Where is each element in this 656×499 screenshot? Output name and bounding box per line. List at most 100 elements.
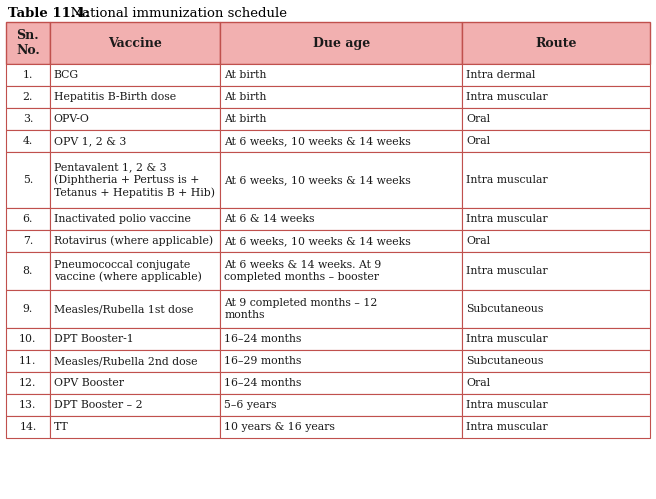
Bar (6, 208, 50, 230)
Text: Subcutaneous: Subcutaneous (466, 304, 543, 314)
Text: 7.: 7. (23, 236, 33, 246)
Text: Hepatitis B-Birth dose: Hepatitis B-Birth dose (54, 92, 176, 102)
Bar (50, 394, 220, 416)
Bar (462, 328, 650, 350)
Text: 10.: 10. (19, 334, 37, 344)
Bar (6, 290, 50, 328)
Text: 1.: 1. (23, 70, 33, 80)
Text: National immunization schedule: National immunization schedule (62, 6, 287, 19)
Text: Oral: Oral (466, 114, 490, 124)
Bar (6, 416, 50, 438)
Text: Sn.
No.: Sn. No. (16, 29, 40, 57)
Text: 8.: 8. (23, 266, 33, 276)
Text: Intra muscular: Intra muscular (466, 334, 548, 344)
Bar (462, 416, 650, 438)
Text: At birth: At birth (224, 92, 267, 102)
Text: At 6 & 14 weeks: At 6 & 14 weeks (224, 214, 315, 224)
Bar (50, 208, 220, 230)
Text: TT: TT (54, 422, 68, 432)
Bar (50, 152, 220, 208)
Text: At 9 completed months – 12
months: At 9 completed months – 12 months (224, 298, 378, 320)
Text: Intra muscular: Intra muscular (466, 400, 548, 410)
Bar (6, 22, 50, 64)
Bar (50, 64, 220, 86)
Bar (462, 252, 650, 290)
Text: Intra muscular: Intra muscular (466, 92, 548, 102)
Bar (462, 108, 650, 130)
Bar (6, 130, 50, 152)
Text: At birth: At birth (224, 114, 267, 124)
Text: 4.: 4. (23, 136, 33, 146)
Text: Route: Route (535, 36, 577, 49)
Text: DPT Booster – 2: DPT Booster – 2 (54, 400, 142, 410)
Bar (6, 328, 50, 350)
Text: Intra muscular: Intra muscular (466, 266, 548, 276)
Bar (50, 108, 220, 130)
Text: 16–24 months: 16–24 months (224, 378, 302, 388)
Bar (50, 130, 220, 152)
Text: DPT Booster-1: DPT Booster-1 (54, 334, 134, 344)
Text: 10 years & 16 years: 10 years & 16 years (224, 422, 335, 432)
Bar (220, 350, 462, 372)
Text: 5.: 5. (23, 175, 33, 185)
Text: 3.: 3. (23, 114, 33, 124)
Text: 6.: 6. (23, 214, 33, 224)
Bar (220, 252, 462, 290)
Text: Oral: Oral (466, 136, 490, 146)
Text: At 6 weeks & 14 weeks. At 9
completed months – booster: At 6 weeks & 14 weeks. At 9 completed mo… (224, 260, 382, 282)
Bar (220, 394, 462, 416)
Text: Measles/Rubella 2nd dose: Measles/Rubella 2nd dose (54, 356, 197, 366)
Bar (6, 394, 50, 416)
Bar (462, 230, 650, 252)
Text: Due age: Due age (312, 36, 370, 49)
Text: Rotavirus (where applicable): Rotavirus (where applicable) (54, 236, 213, 247)
Text: At 6 weeks, 10 weeks & 14 weeks: At 6 weeks, 10 weeks & 14 weeks (224, 175, 411, 185)
Text: OPV 1, 2 & 3: OPV 1, 2 & 3 (54, 136, 126, 146)
Text: Oral: Oral (466, 378, 490, 388)
Text: At 6 weeks, 10 weeks & 14 weeks: At 6 weeks, 10 weeks & 14 weeks (224, 136, 411, 146)
Bar (50, 372, 220, 394)
Bar (220, 108, 462, 130)
Text: 16–29 months: 16–29 months (224, 356, 302, 366)
Bar (462, 152, 650, 208)
Bar (220, 290, 462, 328)
Text: Pneumococcal conjugate
vaccine (where applicable): Pneumococcal conjugate vaccine (where ap… (54, 259, 201, 282)
Bar (6, 350, 50, 372)
Text: Pentavalent 1, 2 & 3
(Diphtheria + Pertuss is +
Tetanus + Hepatitis B + Hib): Pentavalent 1, 2 & 3 (Diphtheria + Pertu… (54, 162, 215, 198)
Bar (220, 372, 462, 394)
Bar (6, 64, 50, 86)
Bar (462, 86, 650, 108)
Bar (6, 252, 50, 290)
Bar (50, 86, 220, 108)
Bar (462, 208, 650, 230)
Bar (462, 372, 650, 394)
Text: Vaccine: Vaccine (108, 36, 162, 49)
Bar (220, 230, 462, 252)
Bar (462, 290, 650, 328)
Text: Table 11.4:: Table 11.4: (8, 6, 90, 19)
Bar (462, 64, 650, 86)
Text: BCG: BCG (54, 70, 79, 80)
Text: OPV Booster: OPV Booster (54, 378, 124, 388)
Bar (6, 86, 50, 108)
Bar (50, 22, 220, 64)
Text: 14.: 14. (19, 422, 37, 432)
Text: Oral: Oral (466, 236, 490, 246)
Bar (6, 152, 50, 208)
Bar (6, 230, 50, 252)
Bar (462, 394, 650, 416)
Text: 11.: 11. (19, 356, 37, 366)
Bar (220, 416, 462, 438)
Bar (50, 416, 220, 438)
Bar (462, 22, 650, 64)
Text: Intra dermal: Intra dermal (466, 70, 535, 80)
Text: Inactivated polio vaccine: Inactivated polio vaccine (54, 214, 191, 224)
Text: 2.: 2. (23, 92, 33, 102)
Text: 13.: 13. (19, 400, 37, 410)
Bar (220, 86, 462, 108)
Bar (220, 152, 462, 208)
Text: 12.: 12. (19, 378, 37, 388)
Bar (220, 64, 462, 86)
Bar (50, 328, 220, 350)
Text: Intra muscular: Intra muscular (466, 214, 548, 224)
